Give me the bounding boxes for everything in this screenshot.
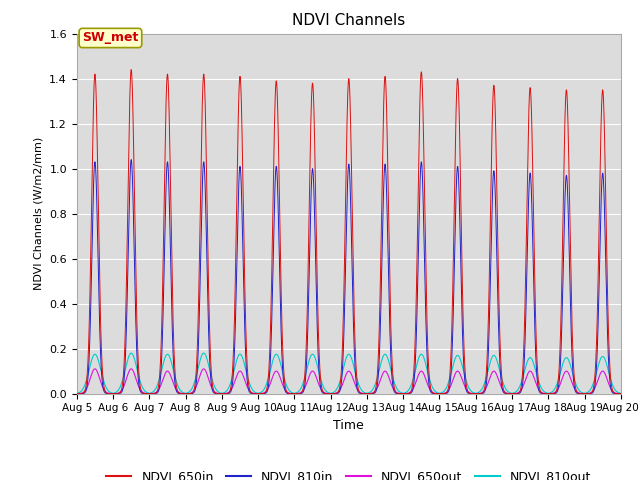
NDVI_810out	[101, 383, 109, 388]
NDVI_810out	[127, 350, 135, 356]
Line: NDVI_650in: NDVI_650in	[77, 70, 621, 394]
X-axis label: Time: Time	[333, 419, 364, 432]
NDVI_650out	[420, 372, 428, 378]
NDVI_650out	[101, 388, 109, 394]
NDVI_810in	[510, 391, 518, 396]
Legend: NDVI_650in, NDVI_810in, NDVI_650out, NDVI_810out: NDVI_650in, NDVI_810in, NDVI_650out, NDV…	[101, 465, 596, 480]
NDVI_650in	[497, 350, 504, 356]
NDVI_810in	[73, 391, 81, 396]
Line: NDVI_650out: NDVI_650out	[77, 369, 621, 394]
NDVI_810out	[510, 390, 518, 396]
NDVI_810out	[497, 371, 504, 376]
NDVI_650out	[510, 391, 518, 396]
NDVI_650in	[482, 377, 490, 383]
NDVI_810in	[518, 387, 525, 393]
NDVI_810in	[617, 391, 625, 396]
NDVI_650in	[510, 391, 518, 396]
Line: NDVI_810in: NDVI_810in	[77, 160, 621, 394]
NDVI_650in	[127, 67, 135, 72]
Y-axis label: NDVI Channels (W/m2/mm): NDVI Channels (W/m2/mm)	[34, 137, 44, 290]
NDVI_810in	[580, 391, 588, 396]
NDVI_650out	[497, 382, 504, 388]
NDVI_810out	[518, 379, 525, 384]
NDVI_650out	[91, 366, 99, 372]
NDVI_810in	[497, 371, 504, 376]
Text: SW_met: SW_met	[83, 32, 139, 45]
NDVI_650in	[73, 391, 81, 396]
NDVI_650out	[482, 386, 490, 392]
NDVI_650in	[420, 166, 428, 171]
NDVI_810out	[617, 390, 625, 396]
NDVI_650out	[617, 391, 625, 396]
NDVI_810out	[420, 356, 428, 361]
Line: NDVI_810out: NDVI_810out	[77, 353, 621, 393]
NDVI_810out	[545, 390, 552, 396]
NDVI_650in	[518, 382, 525, 387]
NDVI_650out	[518, 386, 525, 392]
NDVI_650in	[617, 391, 625, 396]
NDVI_810in	[101, 390, 109, 396]
NDVI_810in	[127, 157, 135, 163]
NDVI_810in	[482, 385, 490, 391]
NDVI_650out	[73, 391, 81, 396]
Title: NDVI Channels: NDVI Channels	[292, 13, 405, 28]
NDVI_650in	[101, 388, 109, 394]
NDVI_810in	[420, 239, 428, 245]
NDVI_810out	[73, 390, 81, 396]
NDVI_810out	[482, 377, 490, 383]
